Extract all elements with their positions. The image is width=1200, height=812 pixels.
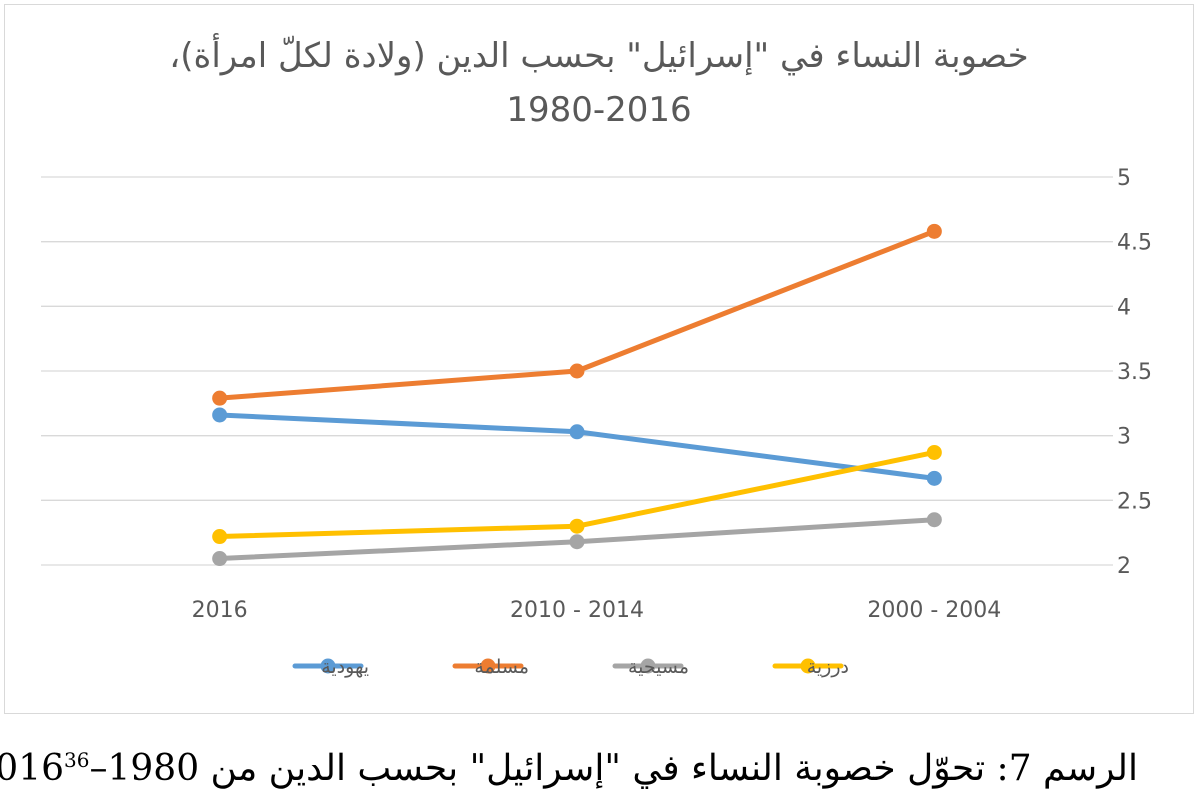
legend-marker-0 <box>320 658 336 674</box>
data-point-0-1 <box>569 424 585 440</box>
legend-marker-3 <box>800 658 816 674</box>
x-tick-label-1: 2010 - 2014 <box>510 598 644 623</box>
legend-label-3: درزية <box>807 656 849 678</box>
y-tick-label-0: 2 <box>1117 554 1131 579</box>
chart-title: خصوبة النساء في "إسرائيل" بحسب الدين (ول… <box>169 33 1028 76</box>
data-point-2-1 <box>569 534 585 550</box>
y-tick-label-6: 5 <box>1117 166 1131 191</box>
data-point-3-0 <box>212 529 228 545</box>
data-point-1-0 <box>212 390 228 406</box>
y-tick-label-3: 3.5 <box>1117 360 1152 385</box>
data-point-3-2 <box>926 444 942 460</box>
y-tick-label-5: 4.5 <box>1117 231 1152 256</box>
legend-label-0: يهودية <box>321 656 369 678</box>
data-point-1-1 <box>569 363 585 379</box>
figure-caption: الرسم 7: تحوّل خصوبة النساء في "إسرائيل"… <box>0 748 1138 789</box>
legend-label-1: مسلمة <box>474 656 529 678</box>
legend-marker-2 <box>640 658 656 674</box>
legend: يهودية مسلمة مسيحية درزية <box>292 656 849 678</box>
x-tick-label-0: 2016 <box>192 598 248 623</box>
y-tick-label-4: 4 <box>1117 295 1131 320</box>
data-point-0-2 <box>926 470 942 486</box>
chart-subtitle: 1980-2016 <box>506 90 691 130</box>
line-chart: خصوبة النساء في "إسرائيل" بحسب الدين (ول… <box>41 33 1152 678</box>
caption-footnote: 36 <box>64 748 90 772</box>
legend-label-2: مسيحية <box>628 656 689 678</box>
caption-text: الرسم 7: تحوّل خصوبة النساء في "إسرائيل"… <box>0 748 1138 789</box>
x-tick-label-2: 2000 - 2004 <box>867 598 1001 623</box>
data-point-3-1 <box>569 518 585 534</box>
data-point-2-0 <box>212 551 228 567</box>
x-axis-ticks: 2016 2010 - 2014 2000 - 2004 <box>192 598 1002 623</box>
data-point-1-2 <box>926 223 942 239</box>
data-point-0-0 <box>212 407 228 423</box>
y-tick-label-1: 2.5 <box>1117 489 1152 514</box>
chart-frame: خصوبة النساء في "إسرائيل" بحسب الدين (ول… <box>4 4 1194 714</box>
legend-marker-1 <box>480 658 496 674</box>
y-tick-label-2: 3 <box>1117 425 1131 450</box>
y-axis-ticks: 2 2.5 3 3.5 4 4.5 5 <box>1117 166 1152 579</box>
data-point-2-2 <box>926 512 942 528</box>
series-layer <box>212 223 942 567</box>
